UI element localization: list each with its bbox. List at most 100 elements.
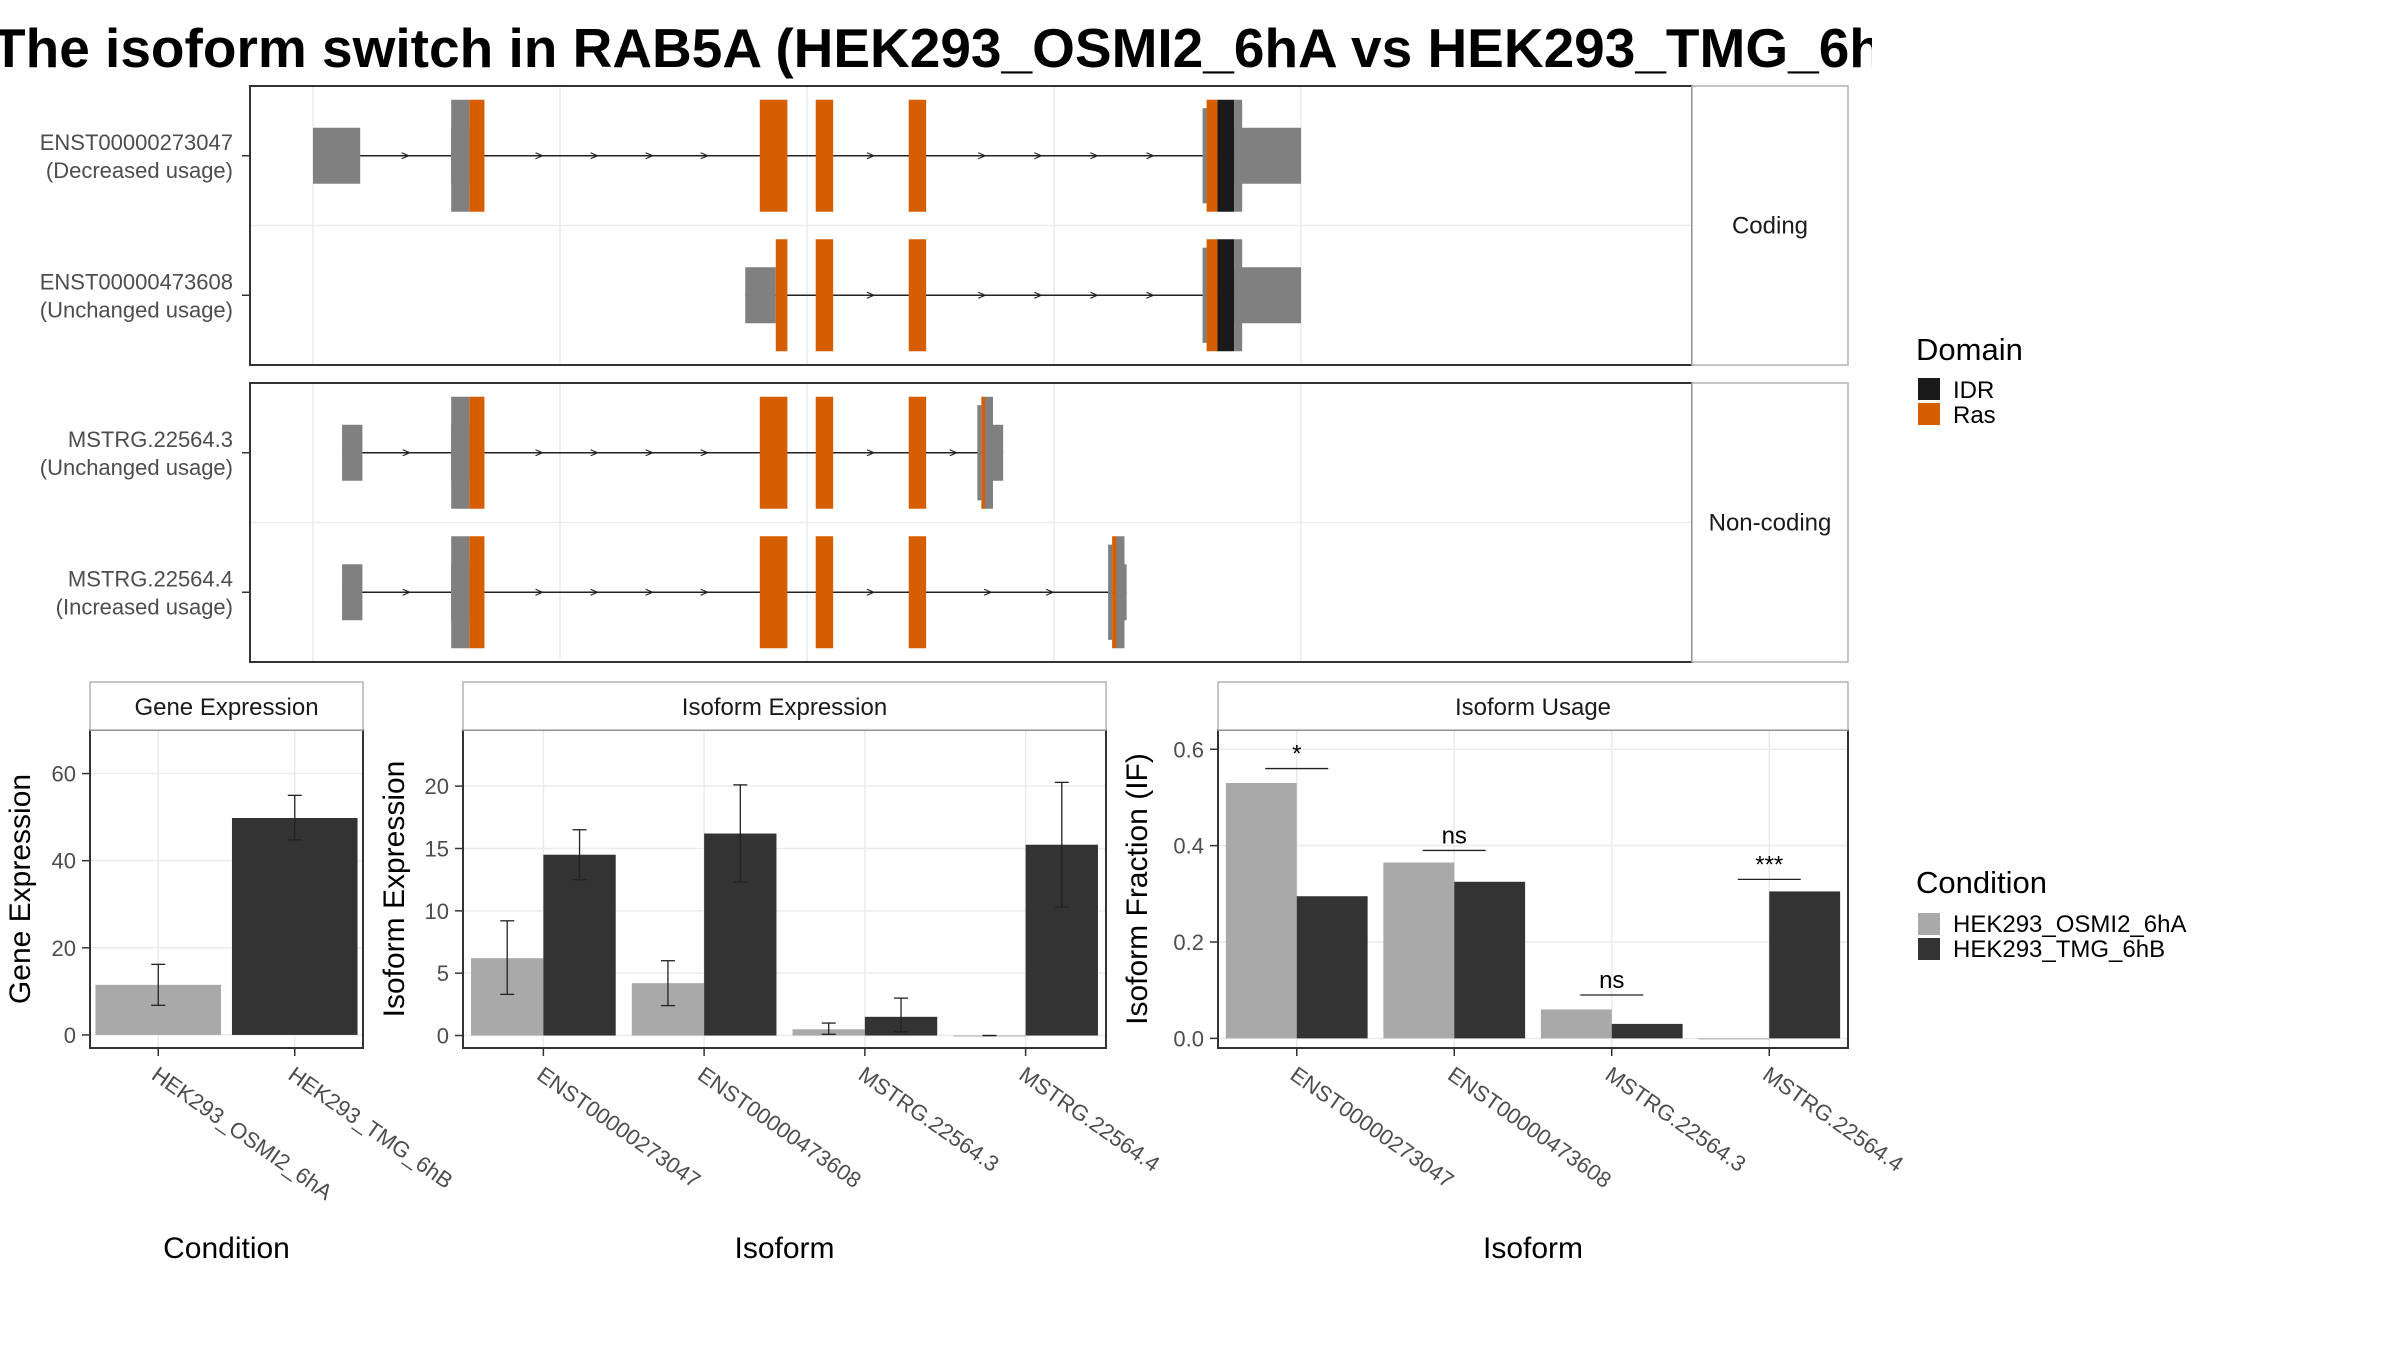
domain-ras [1206,99,1218,212]
facet-strip [89,681,364,731]
transcript-usage-label: (Increased usage) [56,594,233,619]
cds-exon-ras [908,99,927,212]
intron-arrow [983,588,993,596]
transcript-usage-label: (Unchanged usage) [40,455,233,480]
legend-label: HEK293_OSMI2_6hA [1953,911,2186,938]
transcript-ENST00000273047: ENST00000273047 (Decreased usage) [40,99,1301,212]
error-bar [1054,781,1069,908]
error-bar [733,784,748,883]
y-axis-title: Isoform Fraction (IF) [1121,753,1154,1025]
cds-exon-ras [815,99,834,212]
legend-condition-title: Condition [1916,865,2047,900]
intron-arrow [401,152,411,160]
cds-exon-ras [908,396,927,509]
domain-ras [1206,239,1218,352]
intron-arrow [700,588,710,596]
transcript-MSTRG.22564.4: MSTRG.22564.4 (Increased usage) [56,536,1127,649]
x-tick-label: MSTRG.22564.4 [1758,1062,1908,1177]
bar [1611,1023,1683,1039]
intron-arrow [590,449,600,457]
intron-arrow [977,152,987,160]
transcript-id-label: ENST00000273047 [40,130,233,155]
cds-exon-ras [469,536,485,649]
error-bar [151,963,166,1006]
x-tick-label: ENST00000473608 [693,1062,866,1193]
utr-exon [745,267,776,324]
transcript-ENST00000473608: ENST00000473608 (Unchanged usage) [40,239,1301,352]
bar [1769,891,1841,1039]
intron-arrow [1090,152,1099,160]
cds-exon-ras [815,396,834,509]
utr-exon [1234,267,1301,324]
transcript-structure-plot: ENST00000273047(Decreased usage)ENST0000… [40,85,1849,663]
y-tick-label: 0 [437,1024,449,1049]
intron-arrow [590,152,600,160]
significance-label: *** [1755,851,1783,878]
transcript-usage-label: (Unchanged usage) [40,297,233,322]
intron-arrow [535,588,545,596]
cds-exon-ras [908,239,927,352]
legend-label: Ras [1953,402,1996,429]
x-axis-title: Isoform [734,1232,834,1265]
cds-exon-start [1202,108,1207,204]
intron-arrow [590,588,600,596]
cds-exon-ras [775,239,788,352]
cds-exon-ras [815,239,834,352]
facet-strip-label: Isoform Expression [682,694,887,721]
page-title: The isoform switch in RAB5A (HEK293_OSMI… [0,17,1872,79]
transcript-id-label: MSTRG.22564.4 [68,566,233,591]
x-tick-label: ENST00000273047 [533,1062,706,1193]
cds-exon-ras [469,396,485,509]
cds-exon-end [1234,99,1243,212]
facet-strip-label: Gene Expression [134,694,318,721]
error-bar [287,794,302,841]
x-axis-title: Isoform [1483,1232,1583,1265]
legend-key-condition [1918,938,1940,960]
intron-arrow [645,588,655,596]
facet-strip-label: Isoform Usage [1455,694,1611,721]
x-tick-label: MSTRG.22564.4 [1015,1062,1165,1177]
cds-exon-ras [759,99,788,212]
intron-arrow [866,291,876,299]
y-tick-label: 10 [425,899,449,924]
utr-exon [342,424,363,481]
legend-key-ras [1918,403,1940,425]
transcript-usage-label: (Decreased usage) [46,158,233,183]
x-tick-label: MSTRG.22564.3 [1601,1062,1751,1177]
utr-exon [342,564,363,621]
significance-label: ns [1442,822,1467,849]
bar [1296,896,1368,1039]
facet-strip [1217,681,1849,731]
cds-exon-end [984,396,993,509]
error-bar [572,829,587,881]
cds-exon-ras [759,396,788,509]
y-tick-label: 15 [425,836,449,861]
cds-exon-start [1108,544,1113,640]
facet-strip [462,681,1107,731]
y-tick-label: 60 [52,762,76,787]
cds-exon-ras [759,536,788,649]
bar [1540,1009,1612,1039]
intron-arrow [1034,152,1043,160]
bar [543,854,616,1036]
y-tick-label: 0.4 [1173,834,1204,859]
cds-exon-end [1234,239,1243,352]
transcript-MSTRG.22564.3: MSTRG.22564.3 (Unchanged usage) [40,396,1004,509]
domain-ras [1112,536,1117,649]
y-tick-label: 20 [425,774,449,799]
y-tick-label: 0.6 [1173,737,1204,762]
intron-arrow [1045,588,1055,596]
transcript-panel-coding: ENST00000273047(Decreased usage)ENST0000… [40,85,1849,366]
cds-exon-end [1116,536,1125,649]
bar [1383,862,1455,1039]
intron-arrow [977,291,987,299]
legend-label: IDR [1953,377,1994,404]
utr-exon [1234,127,1301,184]
y-tick-label: 5 [437,961,449,986]
bar [1225,783,1297,1039]
transcript-id-label: MSTRG.22564.3 [68,427,233,452]
x-tick-label: ENST00000473608 [1443,1062,1616,1193]
error-bar [821,1022,836,1035]
